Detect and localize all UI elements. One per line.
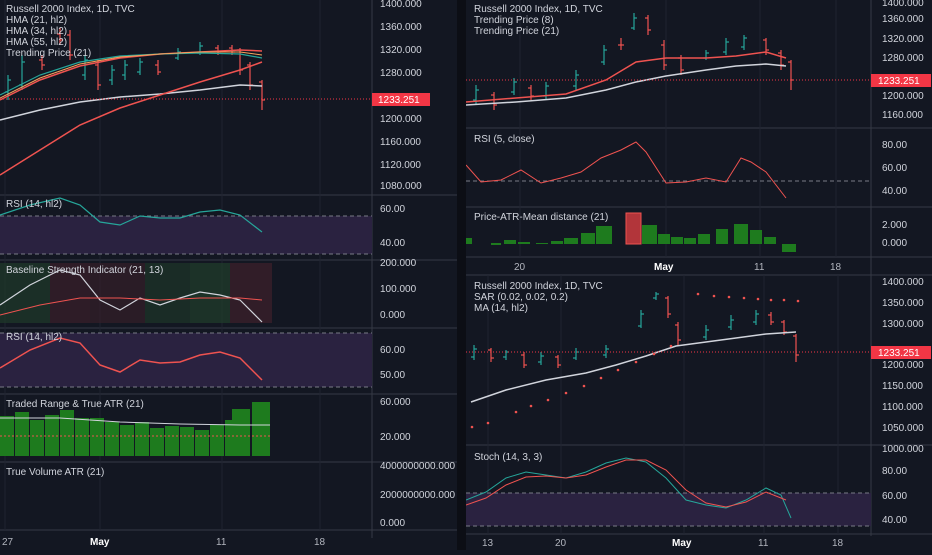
right-bottom-last-price: 1233.251 bbox=[878, 348, 920, 359]
left-chart-canvas[interactable]: 1233.251 27 May 11 18 bbox=[0, 0, 457, 550]
left-chart[interactable]: 1233.251 27 May 11 18 Russell 2000 Index… bbox=[0, 0, 457, 550]
chart-divider[interactable] bbox=[457, 0, 466, 550]
right-top-price-pane[interactable] bbox=[465, 13, 871, 110]
left-atr-pane[interactable] bbox=[0, 402, 270, 456]
left-price-pane[interactable] bbox=[0, 28, 372, 176]
right-top-last-price: 1233.251 bbox=[878, 76, 920, 87]
left-xaxis-11: 11 bbox=[216, 537, 227, 548]
right-chart[interactable]: 1233.251 1233.251 20 May 11 18 13 20 May… bbox=[465, 0, 932, 550]
left-xaxis-may: May bbox=[90, 537, 110, 548]
right-bottom-price-pane[interactable] bbox=[466, 292, 871, 429]
right-rsi-pane[interactable] bbox=[465, 141, 871, 199]
left-xaxis-27: 27 bbox=[2, 537, 14, 548]
right-xaxis1-18: 18 bbox=[830, 262, 842, 273]
left-rsi-pane[interactable] bbox=[0, 197, 372, 255]
right-xaxis2-20: 20 bbox=[555, 538, 567, 549]
right-stoch-pane[interactable] bbox=[465, 457, 871, 527]
right-xaxis2-13: 13 bbox=[482, 538, 494, 549]
right-xaxis2-may: May bbox=[672, 538, 692, 549]
left-baseline-pane[interactable] bbox=[0, 263, 272, 323]
right-xaxis1-may: May bbox=[654, 262, 674, 273]
right-xaxis2-18: 18 bbox=[832, 538, 844, 549]
right-xaxis1-11: 11 bbox=[754, 262, 765, 273]
left-rsi2-pane[interactable] bbox=[0, 332, 372, 388]
right-xaxis2-11: 11 bbox=[758, 538, 769, 549]
left-last-price-label: 1233.251 bbox=[378, 95, 420, 106]
left-xaxis-18: 18 bbox=[314, 537, 326, 548]
right-chart-canvas[interactable]: 1233.251 1233.251 20 May 11 18 13 20 May… bbox=[465, 0, 932, 550]
right-atrmean-pane[interactable] bbox=[466, 212, 796, 252]
right-xaxis1-20: 20 bbox=[514, 262, 526, 273]
